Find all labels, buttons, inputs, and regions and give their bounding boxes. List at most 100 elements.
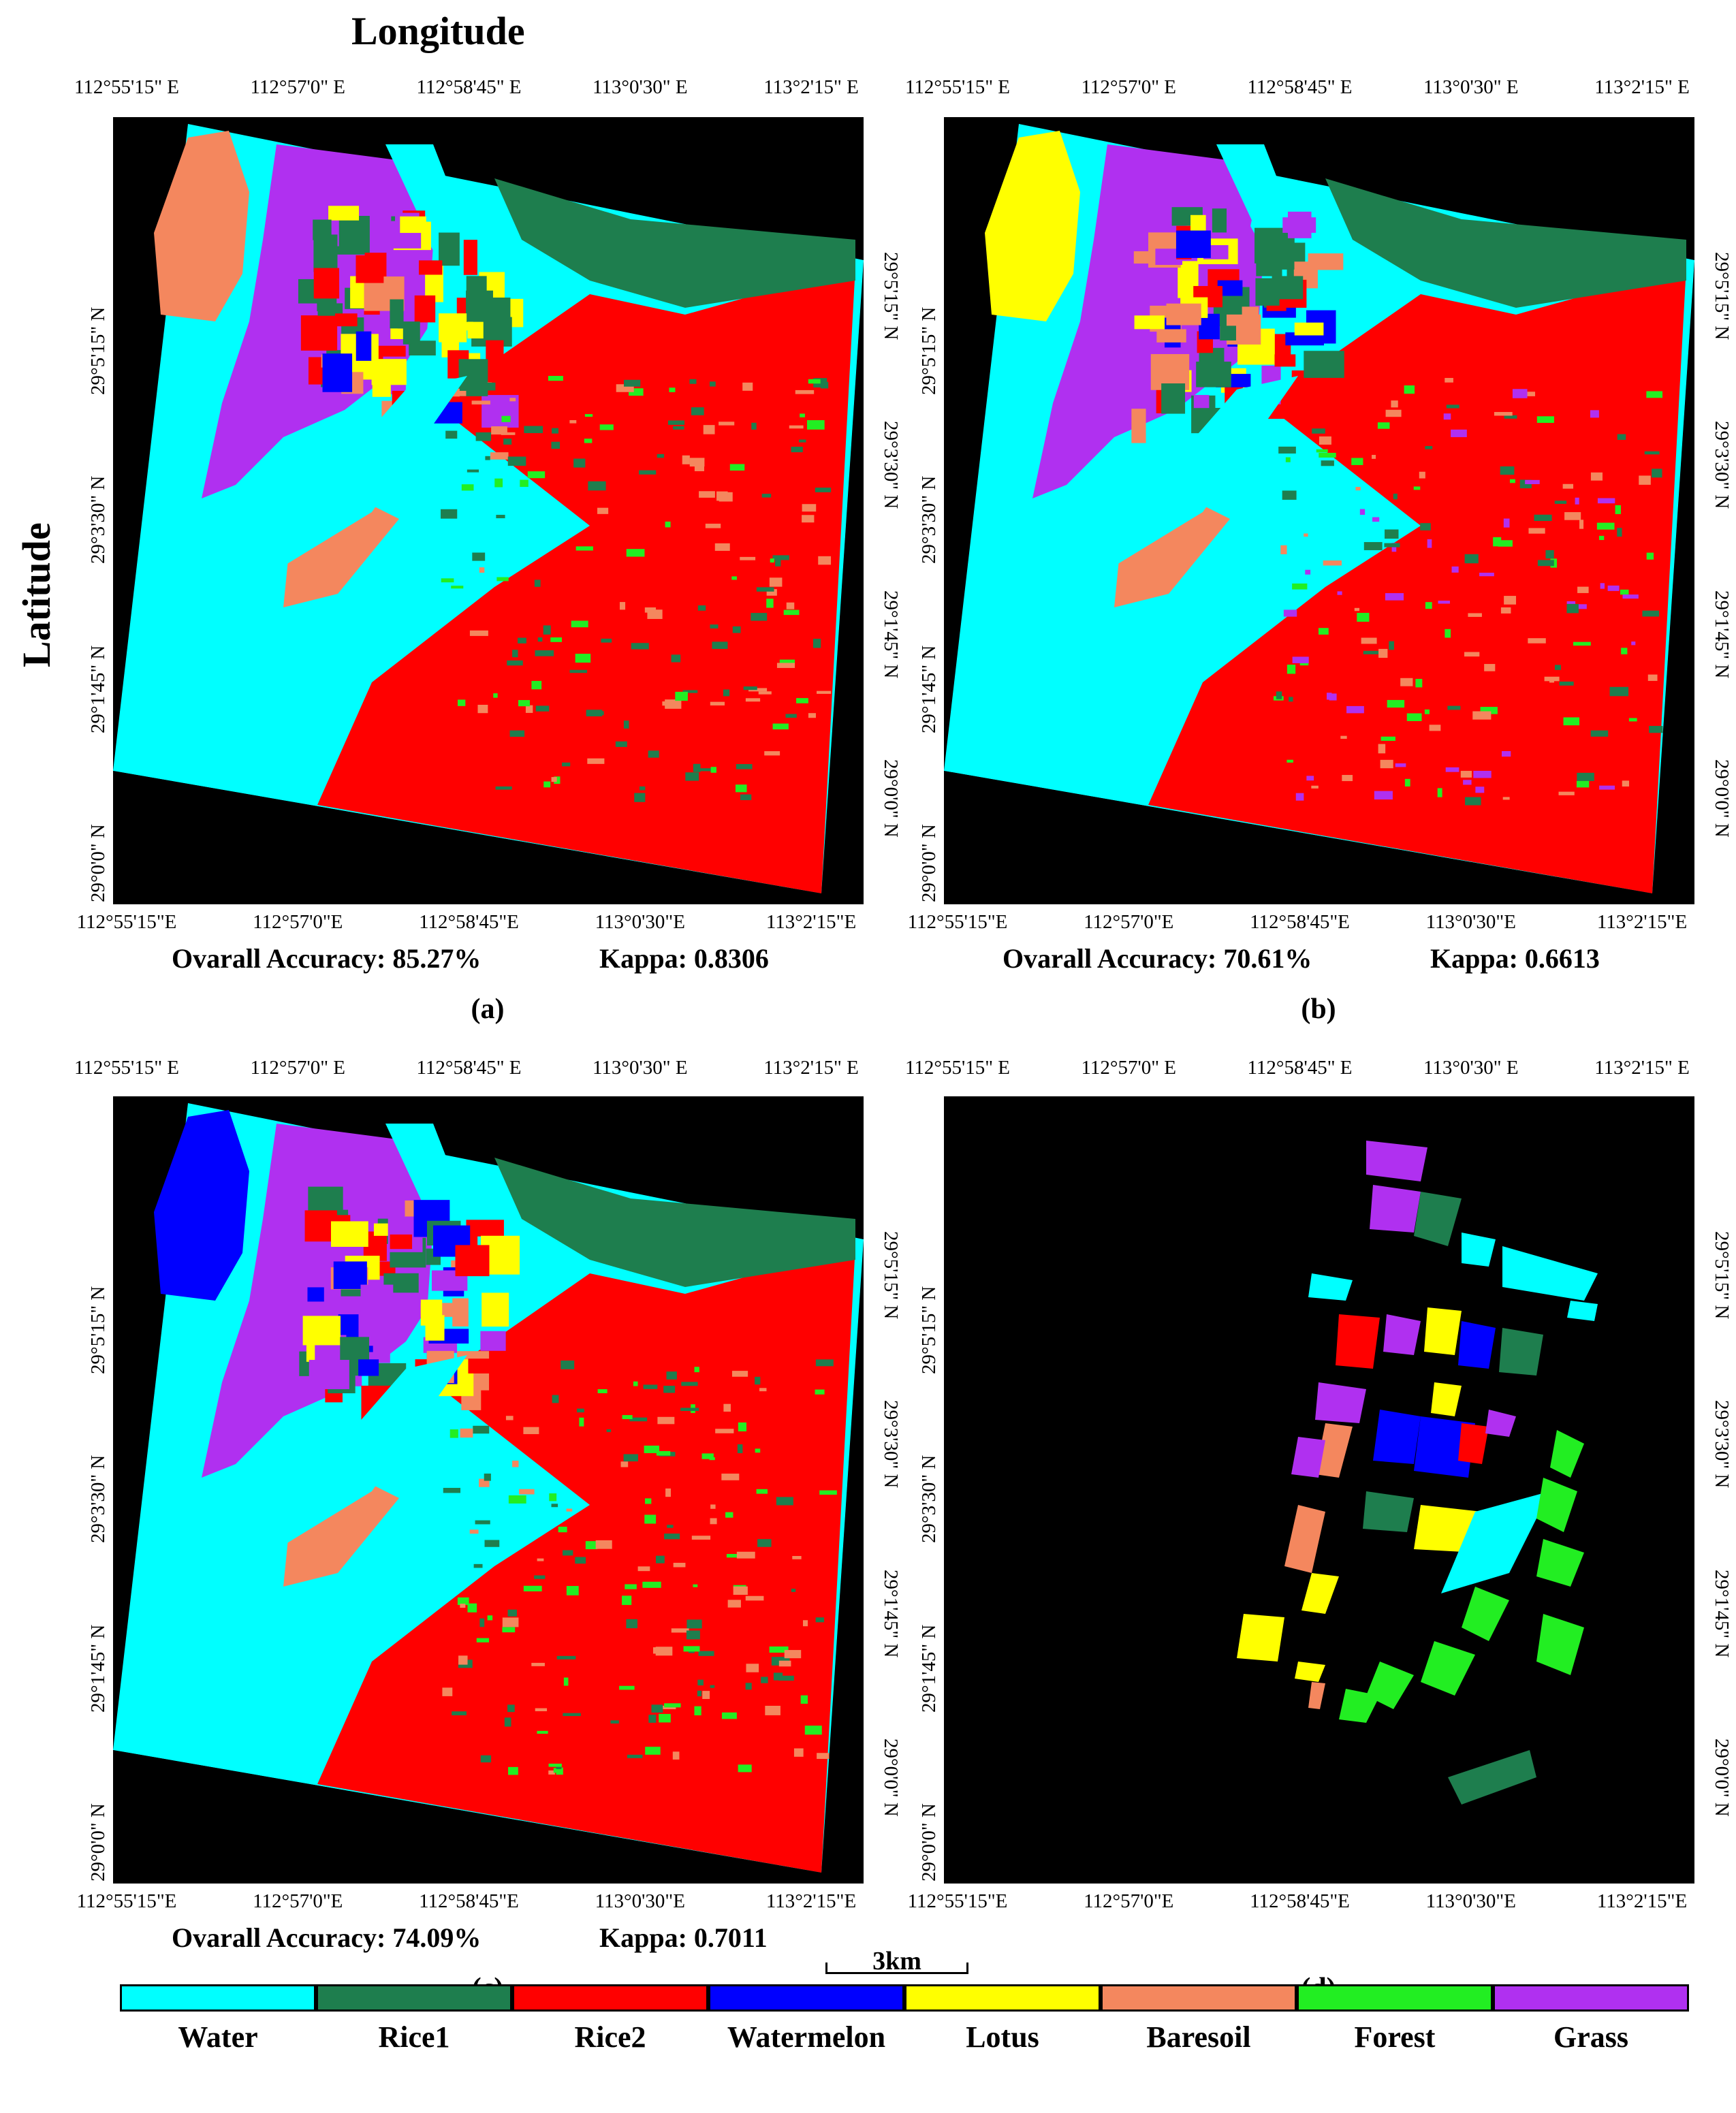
lat-tick-right: 29°1'45" N <box>1711 1569 1733 1658</box>
lon-tick-top: 112°55'15" E <box>74 76 180 98</box>
land-cover-patch <box>1475 787 1485 793</box>
land-cover-patch <box>757 1539 772 1547</box>
lon-tick-top: 112°58'45" E <box>1247 1057 1353 1079</box>
land-cover-patch <box>1652 468 1662 478</box>
land-cover-patch <box>793 1748 804 1757</box>
land-cover-patch <box>1498 540 1513 547</box>
northeast-strip <box>494 178 855 308</box>
land-cover-patch <box>561 1361 575 1369</box>
land-cover-patch <box>733 1586 748 1595</box>
land-cover-patch <box>443 1487 461 1493</box>
lat-tick-right: 29°1'45" N <box>1711 590 1733 679</box>
ground-truth-parcel <box>1363 1491 1414 1532</box>
land-cover-patch <box>666 1371 677 1380</box>
land-cover-patch <box>535 1708 548 1711</box>
land-cover-patch <box>1429 725 1441 731</box>
land-cover-patch <box>1598 535 1605 541</box>
land-cover-patch <box>648 1715 657 1723</box>
land-cover-patch <box>585 1541 598 1550</box>
land-cover-patch <box>518 700 531 707</box>
field-block <box>455 1245 490 1277</box>
land-cover-patch <box>697 1679 704 1686</box>
lat-tick-left: 29°0'0" N <box>87 1803 109 1882</box>
land-cover-patch <box>451 586 464 589</box>
land-cover-patch <box>537 1730 548 1734</box>
land-cover-patch <box>1323 560 1342 566</box>
land-cover-patch <box>503 439 512 445</box>
lon-tick-top: 113°2'15" E <box>1594 1057 1690 1079</box>
land-cover-patch <box>554 776 561 784</box>
land-cover-patch <box>761 1677 768 1683</box>
land-cover-patch <box>1319 452 1336 458</box>
land-cover-patch <box>1342 775 1353 782</box>
land-cover-patch <box>657 1416 675 1425</box>
land-cover-patch <box>597 507 609 514</box>
land-cover-patch <box>765 1705 780 1715</box>
river-channel-lower <box>998 376 1298 607</box>
land-cover-patch <box>472 552 486 561</box>
land-cover-patch <box>655 1647 673 1656</box>
land-cover-patch <box>475 432 492 441</box>
land-cover-patch <box>1649 726 1663 733</box>
ground-truth-parcel <box>1536 1478 1577 1532</box>
land-cover-patch <box>534 579 541 587</box>
land-cover-patch <box>1468 613 1482 617</box>
land-cover-patch <box>779 659 795 666</box>
land-cover-patch <box>643 1384 658 1389</box>
ground-truth-parcel <box>1458 1423 1489 1464</box>
land-cover-patch <box>1559 681 1574 686</box>
land-cover-patch <box>742 382 753 391</box>
land-cover-patch <box>1374 791 1393 800</box>
land-cover-patch <box>770 558 774 563</box>
lon-tick-bottom: 113°2'15"E <box>1596 911 1688 933</box>
land-cover-patch <box>736 1551 755 1559</box>
land-cover-patch <box>1312 428 1325 434</box>
land-cover-patch <box>626 549 645 557</box>
land-cover-patch <box>509 398 516 402</box>
land-cover-patch <box>686 1630 700 1640</box>
land-cover-patch <box>738 1422 747 1432</box>
land-cover-patch <box>815 1359 834 1367</box>
land-cover-patch <box>475 1520 490 1525</box>
land-cover-patch <box>745 1595 764 1601</box>
lon-tick-top: 112°58'45" E <box>416 1057 522 1079</box>
field-block <box>1199 313 1220 340</box>
land-cover-patch <box>543 781 551 788</box>
nodata-corner <box>944 771 1652 904</box>
land-cover-patch <box>1590 472 1603 481</box>
land-cover-patch <box>698 768 714 772</box>
panel-d-map <box>944 1096 1694 1884</box>
land-cover-patch <box>789 425 804 429</box>
land-cover-patch <box>487 1615 493 1621</box>
field-block <box>302 1316 341 1346</box>
field-block <box>403 321 420 345</box>
land-cover-patch <box>645 1747 661 1755</box>
panel-b-overall-accuracy: Ovarall Accuracy: 70.61% <box>1003 943 1312 974</box>
field-block <box>1220 325 1236 341</box>
land-cover-patch <box>1571 604 1587 609</box>
south-peninsula <box>283 1478 399 1587</box>
lon-tick-bottom: 112°58'45"E <box>1250 911 1350 933</box>
land-cover-patch <box>786 602 795 609</box>
land-cover-patch <box>1525 392 1536 396</box>
land-cover-patch <box>1287 665 1296 674</box>
land-cover-patch <box>1384 543 1400 547</box>
land-cover-patch <box>701 1453 714 1459</box>
land-cover-patch <box>507 1704 515 1713</box>
land-cover-patch <box>1425 602 1432 609</box>
land-cover-patch <box>686 1619 702 1629</box>
field-block <box>1287 211 1312 238</box>
land-cover-patch <box>1378 744 1386 754</box>
land-cover-patch <box>802 504 817 512</box>
lon-tick-bottom: 112°57'0"E <box>1084 911 1174 933</box>
ground-truth-parcel <box>1301 1573 1339 1614</box>
ground-truth-parcel <box>1462 1233 1496 1267</box>
lat-tick-left: 29°5'15" N <box>918 306 940 395</box>
land-cover-patch <box>815 488 832 492</box>
land-cover-patch <box>1337 591 1342 595</box>
land-cover-patch <box>755 1448 761 1453</box>
land-cover-patch <box>575 654 591 663</box>
land-cover-patch <box>552 428 559 434</box>
land-cover-patch <box>698 1651 714 1656</box>
panel-a-overall-accuracy: Ovarall Accuracy: 85.27% <box>172 943 482 974</box>
